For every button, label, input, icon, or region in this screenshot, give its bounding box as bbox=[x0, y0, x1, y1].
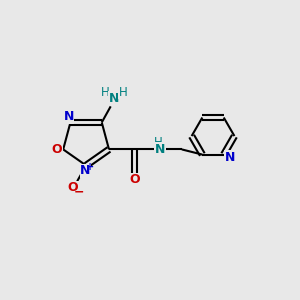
Text: N: N bbox=[224, 151, 235, 164]
Text: N: N bbox=[109, 92, 119, 104]
Text: H: H bbox=[101, 85, 110, 99]
Text: +: + bbox=[86, 162, 94, 172]
Text: N: N bbox=[64, 110, 74, 123]
Text: H: H bbox=[154, 136, 163, 149]
Text: H: H bbox=[119, 85, 128, 99]
Text: N: N bbox=[155, 143, 165, 156]
Text: N: N bbox=[80, 164, 91, 177]
Text: O: O bbox=[129, 173, 140, 186]
Text: O: O bbox=[68, 181, 78, 194]
Text: O: O bbox=[51, 143, 62, 156]
Text: −: − bbox=[74, 186, 85, 199]
